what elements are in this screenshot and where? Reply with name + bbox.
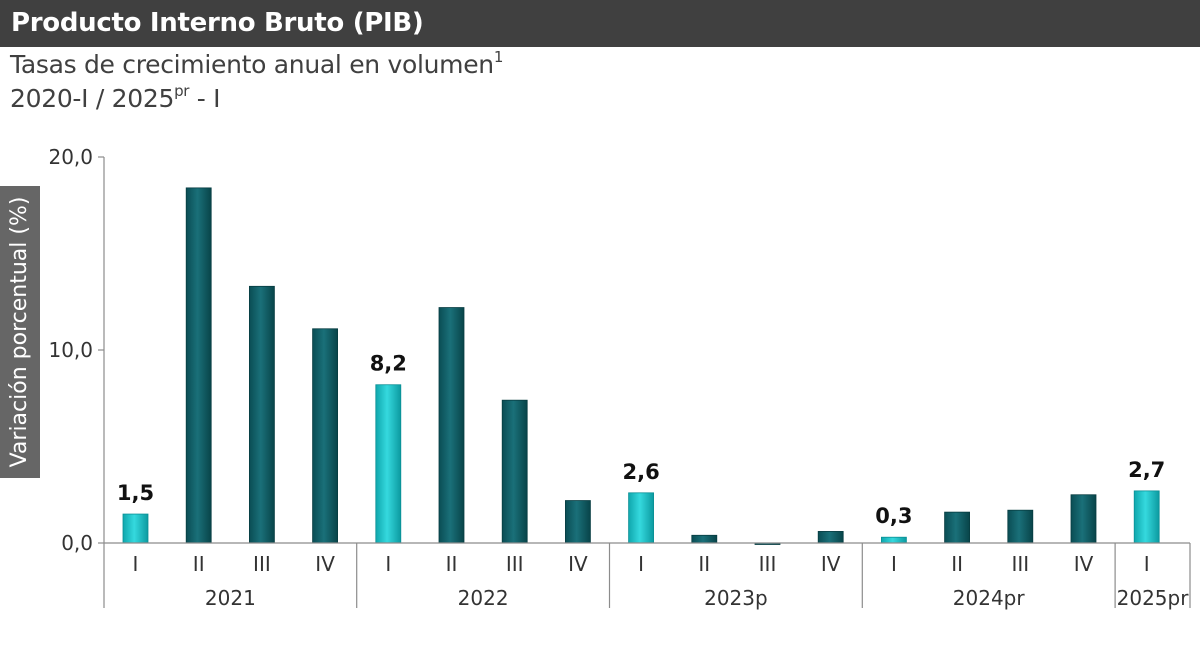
x-tick-label: I: [133, 552, 139, 576]
subtitle-line2-post: - I: [189, 84, 221, 113]
data-label: 8,2: [370, 352, 407, 376]
x-tick-label: I: [1144, 552, 1150, 576]
bar: [565, 500, 591, 544]
y-tick-label: 20,0: [48, 145, 93, 169]
chart-title: Producto Interno Bruto (PIB): [11, 8, 424, 38]
x-tick-label: III: [759, 552, 777, 576]
x-tick-label: III: [506, 552, 524, 576]
x-group-label: 2024pr: [953, 586, 1026, 610]
x-tick-label: III: [253, 552, 271, 576]
data-label: 2,6: [622, 460, 659, 484]
x-tick-label: II: [951, 552, 963, 576]
chart-subtitle-line2: 2020-I / 2025pr - I: [10, 82, 221, 113]
subtitle-line2-pre: 2020-I / 2025: [10, 84, 175, 113]
bar: [881, 536, 907, 544]
subtitle-line2-sup: pr: [174, 82, 190, 100]
bar: [1070, 494, 1097, 544]
chart-subtitle-line1: Tasas de crecimiento anual en volumen1: [10, 48, 504, 79]
bar: [628, 492, 654, 544]
x-tick-label: I: [891, 552, 897, 576]
x-tick-label: IV: [568, 552, 588, 576]
x-group-label: 2023p: [704, 586, 768, 610]
x-group-label: 2021: [205, 586, 256, 610]
x-tick-label: I: [385, 552, 391, 576]
bar: [944, 511, 970, 544]
ylabel-box: [0, 186, 40, 478]
x-tick-label: II: [446, 552, 458, 576]
bar: [817, 531, 844, 544]
y-tick-label: 0,0: [61, 531, 93, 555]
bar: [312, 328, 339, 544]
data-label: 0,3: [875, 504, 912, 528]
subtitle-footnote-mark: 1: [493, 48, 504, 66]
bar: [691, 534, 718, 544]
data-label: 1,5: [117, 481, 154, 505]
bar: [375, 384, 402, 544]
bar: [438, 307, 465, 544]
bar: [185, 187, 212, 544]
bar: [1133, 490, 1160, 544]
x-tick-label: II: [698, 552, 710, 576]
y-axis-label: Variación porcentual (%): [7, 197, 32, 468]
y-tick-label: 10,0: [48, 338, 93, 362]
x-tick-label: III: [1011, 552, 1029, 576]
x-tick-label: II: [193, 552, 205, 576]
x-group-label: 2025pr: [1117, 586, 1190, 610]
x-tick-label: IV: [821, 552, 841, 576]
x-group-label: 2022: [458, 586, 509, 610]
chart-header: Producto Interno Bruto (PIB): [0, 0, 1200, 47]
bar: [1007, 509, 1034, 544]
subtitle-line1-text: Tasas de crecimiento anual en volumen: [10, 50, 494, 79]
x-tick-label: I: [638, 552, 644, 576]
bar: [122, 513, 149, 544]
bar: [501, 399, 528, 544]
x-tick-label: IV: [1074, 552, 1094, 576]
x-tick-label: IV: [315, 552, 335, 576]
bar: [248, 285, 275, 544]
data-label: 2,7: [1128, 458, 1165, 482]
